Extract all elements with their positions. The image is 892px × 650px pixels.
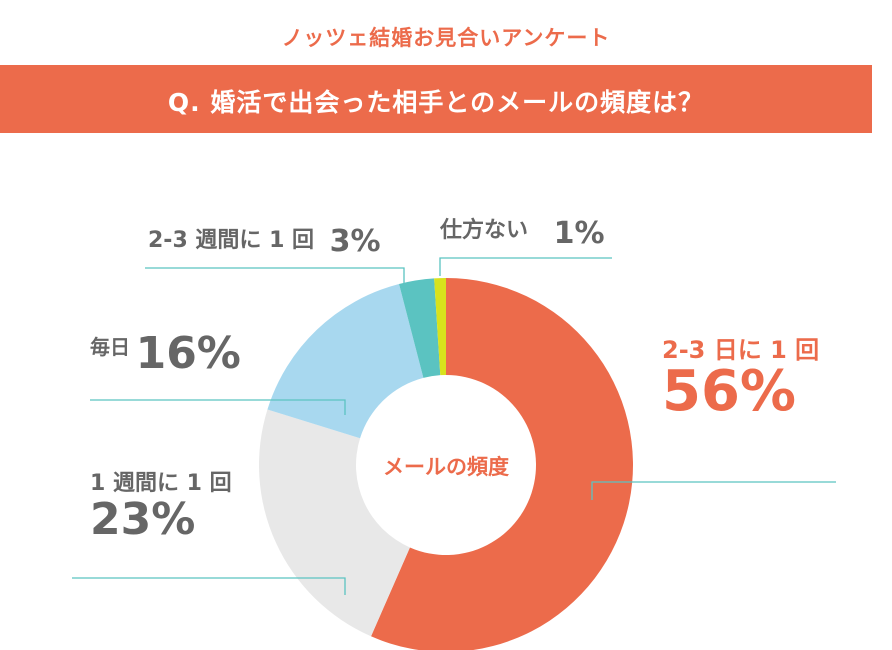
leader-two-three-days (591, 481, 836, 500)
label-two-three-weeks: 2-3 週間に 1 回 3% (148, 222, 381, 259)
slice-value-no-choice: 1% (553, 216, 605, 251)
slice-two-three-weeks (399, 278, 441, 378)
slice-label-every-day: 毎日 (90, 335, 130, 359)
slice-value-every-day: 16% (135, 328, 241, 379)
slice-no-choice (434, 278, 446, 376)
survey-title: ノッツェ結婚お見合いアンケート (281, 26, 611, 50)
leader-no-choice (439, 257, 612, 276)
question-text: Q. 婚活で出会った相手とのメールの頻度は？ (167, 88, 705, 117)
slice-two-three-days (371, 278, 633, 650)
slice-label-no-choice: 仕方ない (440, 218, 529, 243)
label-no-choice: 仕方ない 1% (440, 212, 605, 251)
question-bar: Q. 婚活で出会った相手とのメールの頻度は？ (0, 65, 872, 133)
slice-label-two-three-weeks: 2-3 週間に 1 回 (148, 228, 315, 253)
leader-two-three-weeks (145, 267, 405, 284)
slice-one-week (259, 409, 410, 637)
label-one-week: 1 週間に 1 回 23% (90, 471, 232, 546)
slice-label-two-three-days: 2-3 日に 1 回 (662, 336, 820, 364)
slice-value-one-week: 23% (90, 494, 196, 546)
center-label: メールの頻度 (383, 455, 509, 479)
slice-value-two-three-weeks: 3% (329, 224, 381, 259)
slice-every-day (267, 283, 424, 439)
label-every-day: 毎日 16% (90, 328, 241, 379)
slice-label-one-week: 1 週間に 1 回 (90, 471, 232, 496)
slice-value-two-three-days: 56% (662, 359, 797, 425)
label-two-three-days: 2-3 日に 1 回 56% (662, 336, 820, 425)
leader-every-day (90, 399, 346, 415)
leader-one-week (72, 577, 346, 595)
